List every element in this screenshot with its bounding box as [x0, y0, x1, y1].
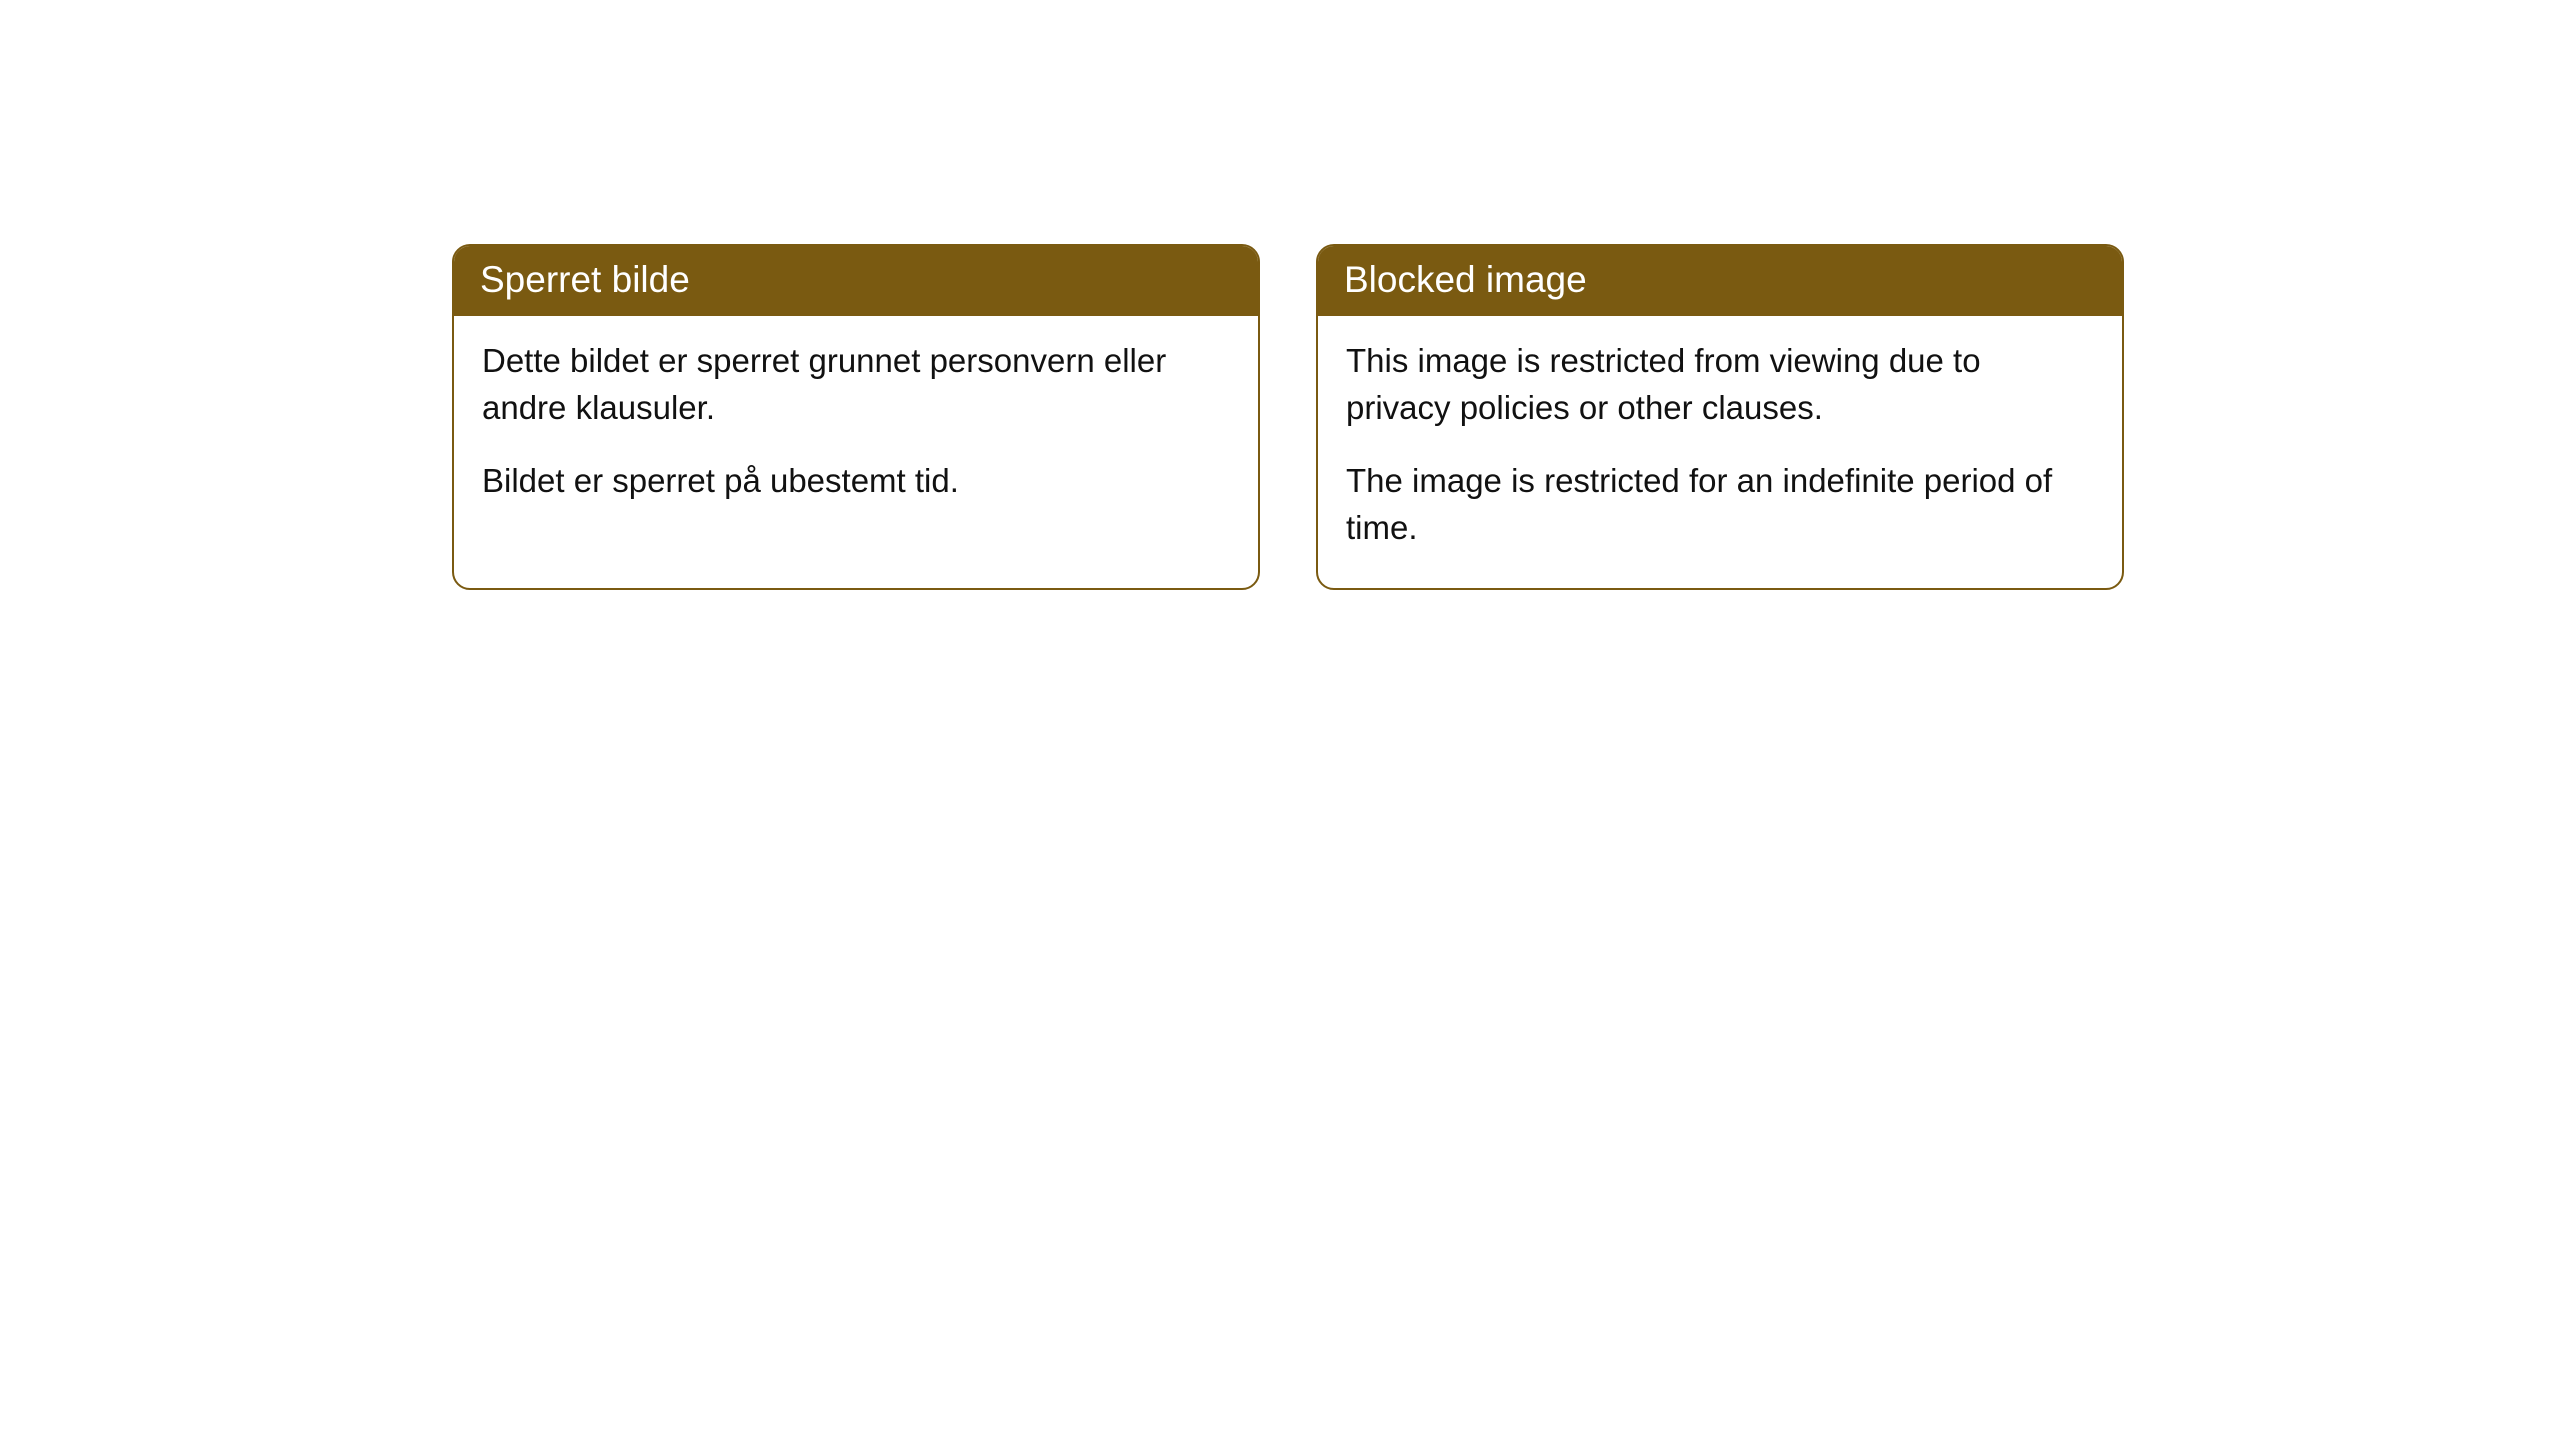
card-paragraph: This image is restricted from viewing du… — [1346, 338, 2094, 432]
card-title: Sperret bilde — [480, 259, 690, 300]
card-title: Blocked image — [1344, 259, 1587, 300]
card-body-english: This image is restricted from viewing du… — [1318, 316, 2122, 587]
card-paragraph: The image is restricted for an indefinit… — [1346, 458, 2094, 552]
card-body-norwegian: Dette bildet er sperret grunnet personve… — [454, 316, 1258, 541]
card-paragraph: Dette bildet er sperret grunnet personve… — [482, 338, 1230, 432]
info-card-english: Blocked image This image is restricted f… — [1316, 244, 2124, 590]
info-cards-container: Sperret bilde Dette bildet er sperret gr… — [452, 244, 2124, 590]
card-header-english: Blocked image — [1318, 246, 2122, 316]
card-header-norwegian: Sperret bilde — [454, 246, 1258, 316]
card-paragraph: Bildet er sperret på ubestemt tid. — [482, 458, 1230, 505]
info-card-norwegian: Sperret bilde Dette bildet er sperret gr… — [452, 244, 1260, 590]
